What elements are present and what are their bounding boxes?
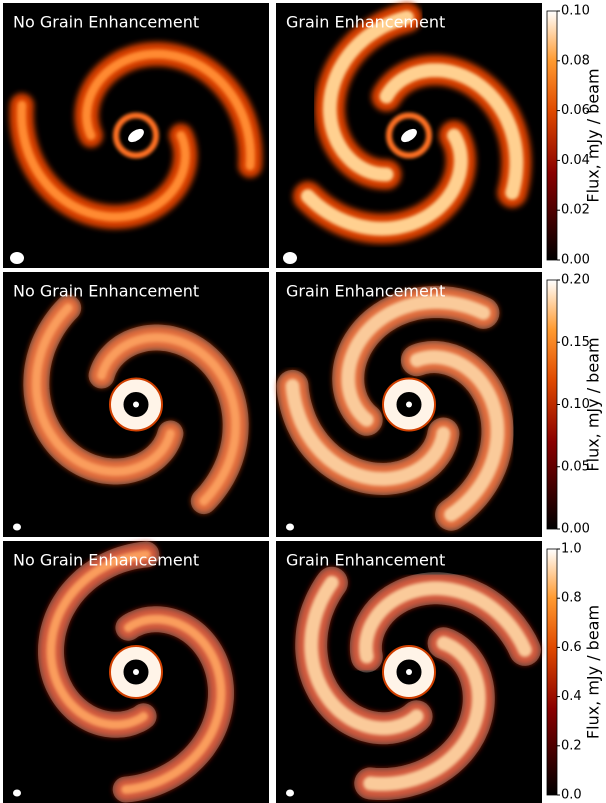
spiral-arm-core (285, 378, 451, 487)
colorbar-tick-label: 1.0 (561, 542, 582, 557)
spiral-arm-core (341, 294, 491, 427)
inner-ring (383, 646, 435, 698)
inner-ring (386, 112, 432, 159)
spiral-arm-core (322, 10, 414, 182)
spiral-arm-core (82, 49, 255, 171)
core (406, 401, 412, 408)
inner-ring-edge (382, 645, 436, 699)
inner-ring-edge (109, 645, 163, 699)
colorbar-label: Flux, mJy / beam (584, 605, 603, 739)
spiral-arm-core (363, 636, 486, 791)
panel-title: Grain Enhancement (286, 282, 445, 301)
colorbar-tick-label: 0.08 (561, 53, 590, 68)
colorbar-label: Flux, mJy / beam (584, 337, 603, 471)
core (133, 401, 139, 408)
spiral-arm-core (409, 350, 505, 522)
colorbar-tick-label: 0.05 (561, 459, 590, 474)
beam (286, 789, 294, 797)
contour (295, 566, 433, 745)
core (401, 128, 417, 143)
colorbar-tick-label: 0.04 (561, 153, 590, 168)
colorbar-tick-label: 0.10 (561, 397, 590, 412)
spiral-arm-core (17, 100, 190, 222)
spiral-arm-core (97, 333, 241, 506)
colorbar-tick-label: 0.02 (561, 203, 590, 218)
image-panel: Grain Enhancement (276, 541, 542, 803)
beam (283, 252, 297, 264)
colorbar-tick-label: 0.8 (561, 591, 582, 606)
contour (354, 627, 495, 800)
beam (286, 523, 294, 531)
contour (332, 285, 500, 436)
inner-ring (110, 379, 162, 430)
panel-title: Grain Enhancement (286, 551, 445, 570)
contour (88, 324, 249, 515)
panel-title: No Grain Enhancement (13, 282, 199, 301)
colorbar-tick-label: 0.00 (561, 522, 590, 537)
spiral-arm-core (31, 303, 175, 476)
colorbar-tick-label: 0.4 (561, 689, 582, 704)
image-panel: Grain Enhancement (276, 2, 542, 268)
panel-title: No Grain Enhancement (13, 13, 199, 32)
image-panel: Grain Enhancement (276, 272, 542, 537)
spiral-arm-core (358, 581, 532, 664)
colorbar-tick-label: 0.06 (561, 103, 590, 118)
colorbar-tick-label: 0.2 (561, 738, 582, 753)
inner-ring-edge (109, 377, 163, 432)
contour (349, 572, 541, 673)
beam (10, 252, 24, 264)
colorbar (546, 10, 558, 261)
inner-ring (113, 112, 159, 159)
inner-ring (110, 646, 162, 698)
colorbar (546, 279, 558, 530)
contour (23, 294, 184, 485)
core (133, 669, 139, 675)
panel-title: Grain Enhancement (286, 13, 445, 32)
colorbar-tick-label: 0.6 (561, 640, 582, 655)
colorbar-tick-label: 0.20 (561, 273, 590, 288)
beam (13, 789, 21, 797)
image-panel: No Grain Enhancement (3, 3, 269, 268)
image-panel: No Grain Enhancement (3, 272, 269, 537)
beam (13, 523, 21, 531)
contour (400, 341, 514, 531)
contour (112, 606, 234, 803)
spiral-arm-core (121, 614, 226, 794)
core (128, 128, 144, 143)
spiral-arm-core (304, 575, 424, 736)
core (406, 669, 412, 675)
contour (38, 541, 160, 738)
colorbar-label: Flux, mJy / beam (584, 68, 603, 202)
colorbar-tick-label: 0.0 (561, 788, 582, 803)
spiral-arm-core (300, 128, 468, 236)
contour (276, 369, 460, 496)
inner-ring (383, 379, 435, 430)
panel-title: No Grain Enhancement (13, 551, 199, 570)
spiral-arm-core (379, 63, 524, 200)
colorbar-tick-label: 0.10 (561, 4, 590, 19)
colorbar-tick-label: 0.15 (561, 335, 590, 350)
image-panel: No Grain Enhancement (3, 541, 269, 803)
colorbar-tick-label: 0.00 (561, 253, 590, 268)
spiral-arm-core (46, 550, 151, 730)
colorbar (546, 548, 558, 796)
inner-ring-edge (382, 377, 436, 432)
